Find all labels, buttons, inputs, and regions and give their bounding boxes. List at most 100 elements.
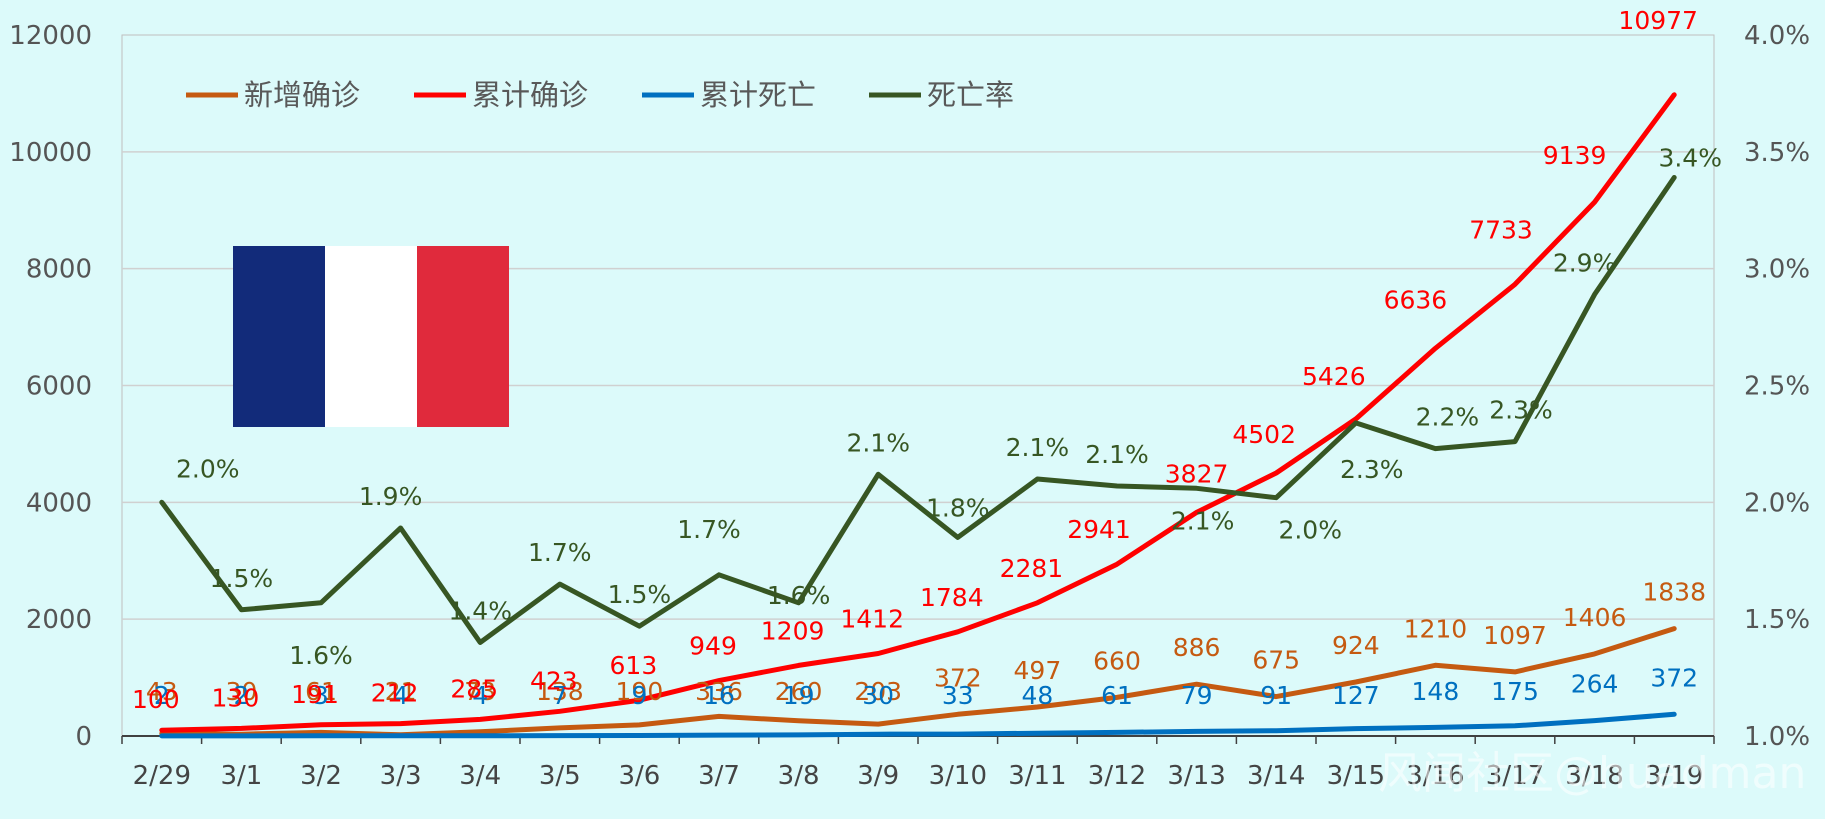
data-label: 33 <box>942 681 974 710</box>
data-label: 4 <box>472 681 488 710</box>
flag-stripe <box>417 246 509 427</box>
france-flag <box>233 246 509 427</box>
data-label: 3827 <box>1165 459 1229 488</box>
data-label: 61 <box>1101 681 1133 710</box>
series-line <box>159 175 1677 645</box>
x-tick-label: 3/9 <box>857 761 899 791</box>
data-label: 1.7% <box>677 515 741 544</box>
legend-label: 累计死亡 <box>700 78 816 112</box>
y-left-tick-label: 2000 <box>26 605 92 635</box>
data-label: 30 <box>225 677 257 706</box>
data-label: 19 <box>783 681 815 710</box>
data-label: 2.3% <box>1340 455 1404 484</box>
x-tick-label: 3/17 <box>1486 761 1544 791</box>
data-label: 1.4% <box>448 597 512 626</box>
data-label: 423 <box>530 666 578 695</box>
data-label: 1210 <box>1404 614 1468 643</box>
data-label: 175 <box>1491 677 1539 706</box>
data-label: 91 <box>1260 681 1292 710</box>
flag-stripe <box>233 246 326 427</box>
x-tick-label: 3/16 <box>1406 761 1464 791</box>
data-label: 1.8% <box>926 493 990 522</box>
data-label: 9139 <box>1543 141 1607 170</box>
y-right-tick-label: 1.5% <box>1744 605 1810 635</box>
data-label: 43 <box>146 677 178 706</box>
x-tick-label: 3/6 <box>618 761 660 791</box>
data-label: 203 <box>854 677 902 706</box>
data-label: 1.6% <box>767 581 831 610</box>
data-label: 4502 <box>1232 420 1296 449</box>
data-label: 1097 <box>1483 621 1547 650</box>
data-label: 2 <box>233 681 249 710</box>
data-label: 924 <box>1332 631 1380 660</box>
data-label: 264 <box>1571 670 1619 699</box>
data-label: 2281 <box>1000 554 1064 583</box>
x-tick-label: 3/8 <box>778 761 820 791</box>
x-tick-label: 3/10 <box>929 761 987 791</box>
data-label: 6636 <box>1384 285 1448 314</box>
data-label: 1412 <box>840 605 904 634</box>
y-right-tick-label: 3.0% <box>1744 255 1810 285</box>
x-tick-label: 3/13 <box>1167 761 1225 791</box>
y-left-tick-label: 12000 <box>9 21 92 51</box>
data-label: 79 <box>1181 681 1213 710</box>
legend: 新增确诊 累计确诊 累计死亡 死亡率 <box>186 78 1014 112</box>
data-label: 1.6% <box>289 641 353 670</box>
x-tick-label: 3/19 <box>1645 761 1703 791</box>
data-label: 1209 <box>761 616 825 645</box>
x-tick-label: 3/15 <box>1327 761 1385 791</box>
data-label: 1.5% <box>608 580 672 609</box>
data-label: 127 <box>1332 681 1380 710</box>
legend-label: 死亡率 <box>927 78 1014 112</box>
y-right-tick-label: 2.0% <box>1744 488 1810 518</box>
x-tick-label: 2/29 <box>133 761 191 791</box>
y-right-tick-label: 1.0% <box>1744 722 1810 752</box>
legend-label: 新增确诊 <box>244 78 360 112</box>
data-label: 7733 <box>1469 215 1533 244</box>
data-label: 190 <box>616 677 664 706</box>
data-label: 2.1% <box>1085 440 1149 469</box>
y-right-tick-label: 3.5% <box>1744 138 1810 168</box>
data-label: 675 <box>1252 646 1300 675</box>
data-label: 130 <box>212 683 260 712</box>
x-tick-label: 3/5 <box>539 761 581 791</box>
flag-stripe <box>325 246 418 427</box>
data-label: 2941 <box>1067 515 1131 544</box>
x-tick-label: 3/4 <box>459 761 501 791</box>
data-label: 61 <box>305 677 337 706</box>
data-label: 2.0% <box>176 454 240 483</box>
data-label: 336 <box>695 677 743 706</box>
data-label: 100 <box>132 685 180 714</box>
data-label: 2.3% <box>1489 396 1553 425</box>
watermark: 风闻社区@huadman <box>1378 748 1806 799</box>
data-label: 7 <box>552 681 568 710</box>
x-tick-label: 3/1 <box>220 761 262 791</box>
x-tick-label: 3/2 <box>300 761 342 791</box>
data-label: 2.2% <box>1416 403 1480 432</box>
legend-label: 累计确诊 <box>472 78 588 112</box>
data-label: 148 <box>1412 677 1460 706</box>
data-label: 191 <box>291 680 339 709</box>
data-label: 2.1% <box>1171 506 1235 535</box>
data-label: 1.9% <box>359 482 423 511</box>
y-left-tick-label: 4000 <box>26 488 92 518</box>
y-left-tick-label: 0 <box>75 722 92 752</box>
data-label: 1.7% <box>528 538 592 567</box>
data-label: 1406 <box>1563 603 1627 632</box>
data-label: 9 <box>631 681 647 710</box>
data-label: 21 <box>385 677 417 706</box>
data-label: 4 <box>393 681 409 710</box>
x-tick-label: 3/3 <box>380 761 422 791</box>
data-label: 138 <box>536 677 584 706</box>
data-label: 949 <box>689 632 737 661</box>
data-label: 2.9% <box>1553 248 1617 277</box>
data-label: 2 <box>154 681 170 710</box>
data-label: 2.0% <box>1278 516 1342 545</box>
data-label: 613 <box>610 651 658 680</box>
series-line <box>159 711 1677 739</box>
data-label: 48 <box>1021 681 1053 710</box>
series-line <box>159 92 1677 733</box>
data-label: 886 <box>1173 633 1221 662</box>
